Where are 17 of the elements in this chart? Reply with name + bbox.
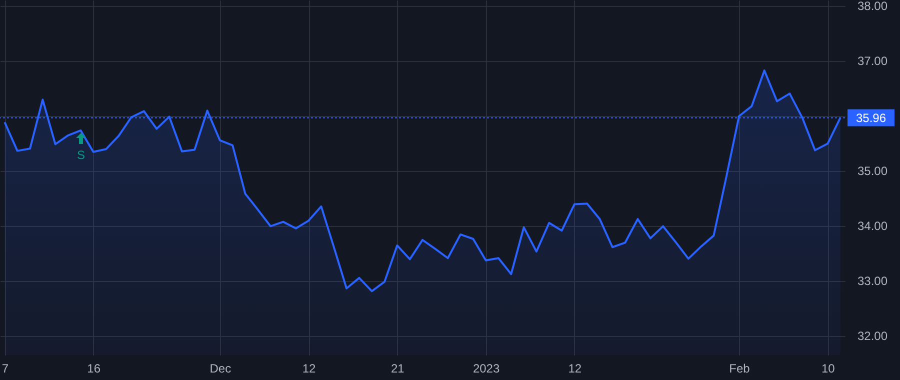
y-tick-label: 35.00	[858, 164, 888, 178]
x-tick-label: Feb	[729, 362, 750, 376]
y-tick-label: 34.00	[858, 219, 888, 234]
x-tick-label: 10	[821, 362, 836, 376]
y-tick-label: 37.00	[858, 54, 888, 68]
annotation: S	[76, 148, 86, 162]
x-tick-label: 12	[302, 362, 316, 376]
x-tick-label: 7	[2, 362, 9, 376]
x-tick-label: 12	[568, 362, 582, 376]
ref-line-label: 35.96	[856, 110, 886, 125]
x-tick-label: 21	[391, 362, 405, 376]
x-tick-label: Dec	[210, 362, 232, 376]
x-tick-label: 2023	[472, 362, 500, 376]
y-tick-label: 38.00	[858, 0, 888, 14]
x-tick-label: 16	[87, 362, 101, 376]
y-tick-label: 33.00	[858, 274, 888, 288]
y-tick-label: 32.00	[858, 329, 888, 344]
